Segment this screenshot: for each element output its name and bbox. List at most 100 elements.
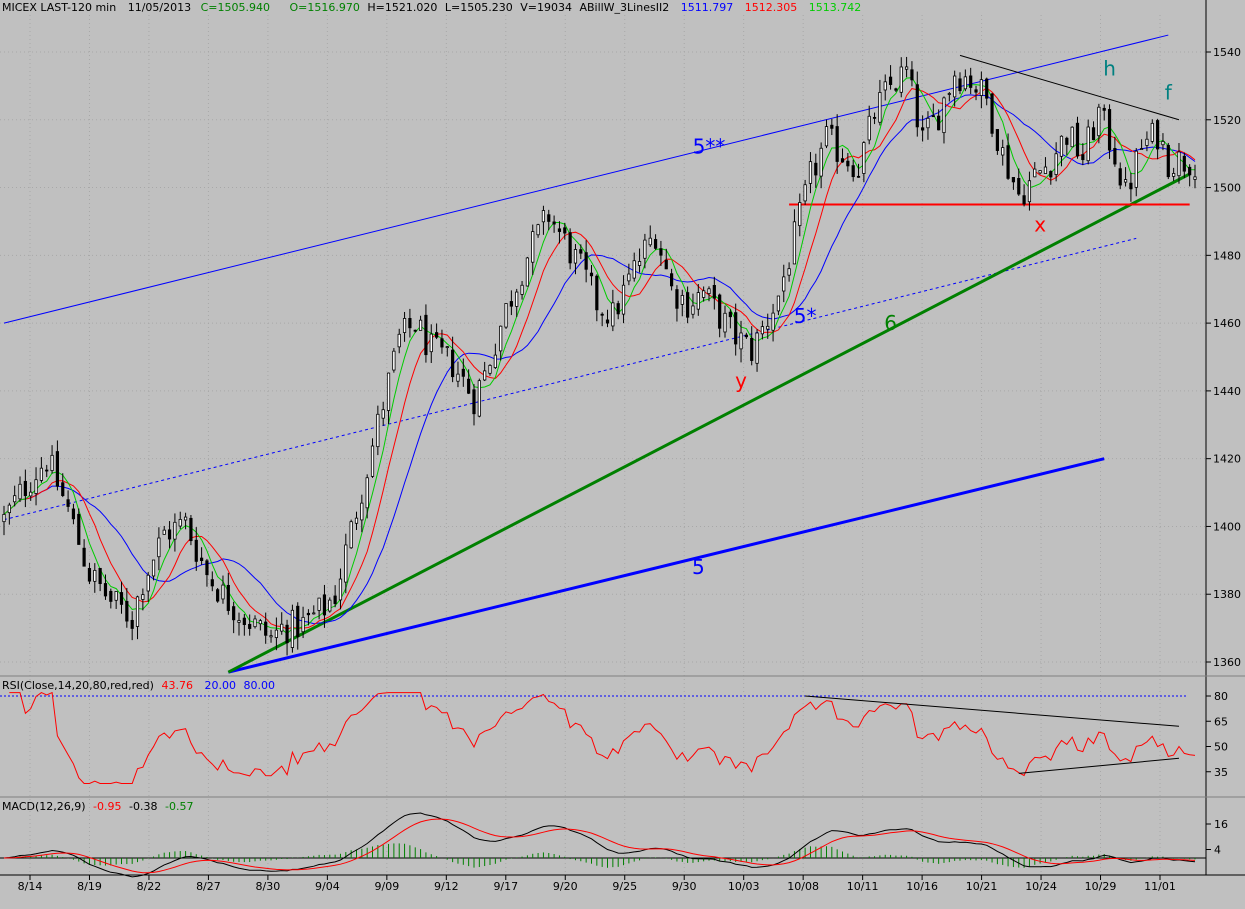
candle-body — [680, 295, 684, 305]
candle-body — [1193, 176, 1197, 180]
trendline-5** — [3, 34, 1169, 324]
candle-body — [1097, 106, 1101, 137]
candle-body — [835, 126, 839, 162]
macd-signal-line — [3, 818, 1196, 874]
candle-body — [232, 606, 236, 621]
candle-body — [194, 539, 198, 562]
candle-body — [750, 337, 754, 361]
time-tick-label: 10/08 — [787, 880, 819, 893]
candle-body — [734, 312, 738, 345]
rsi-line — [9, 691, 1196, 784]
candle-body — [1161, 141, 1165, 146]
candle-body — [899, 66, 903, 93]
indicator-lines — [3, 77, 1196, 635]
candle-body — [221, 584, 225, 600]
candle-body — [237, 620, 241, 623]
time-tick-label: 10/11 — [847, 880, 879, 893]
candle-body — [1059, 135, 1064, 157]
candle-body — [819, 147, 823, 177]
candle-body — [595, 275, 599, 311]
candle-body — [1118, 168, 1122, 186]
candle-body — [477, 380, 481, 417]
time-tick-label: 8/30 — [256, 880, 281, 893]
candle-body — [269, 635, 273, 638]
candle-body — [167, 529, 172, 540]
candle-body — [29, 491, 33, 497]
indicator-line — [3, 87, 1196, 630]
candle-body — [2, 514, 6, 523]
time-tick-label: 10/03 — [728, 880, 760, 893]
candle-body — [621, 284, 626, 315]
candle-body — [824, 126, 829, 147]
candle-body — [910, 69, 914, 81]
candle-body — [974, 89, 978, 93]
close-value: C=1505.940 — [200, 1, 270, 14]
symbol-label: MICEX LAST-120 min — [2, 1, 117, 14]
candle-body — [979, 79, 983, 96]
time-tick-label: 8/19 — [77, 880, 102, 893]
candle-body — [862, 142, 866, 174]
wave-label: f — [1165, 80, 1173, 104]
trendline-6 — [227, 172, 1191, 674]
rsi-trendline — [805, 695, 1180, 727]
price-tick-label: 1360 — [1213, 656, 1241, 669]
candle-body — [1049, 171, 1053, 178]
candle-body — [1081, 154, 1085, 161]
candle-body — [365, 477, 369, 509]
candle-body — [867, 115, 871, 141]
candle-body — [290, 609, 295, 648]
candle-body — [637, 261, 642, 266]
wave-label: 5 — [692, 555, 705, 579]
candle-body — [605, 319, 610, 324]
price-tick-label: 1480 — [1213, 249, 1241, 262]
candle-body — [958, 78, 962, 92]
candle-body — [632, 260, 636, 279]
candle-body — [424, 314, 428, 356]
candle-body — [360, 502, 364, 521]
indicator-line — [3, 94, 1196, 625]
candle-body — [718, 294, 722, 329]
candle-body — [782, 276, 786, 292]
candle-body — [119, 592, 124, 605]
candle-body — [872, 117, 877, 119]
candle-body — [285, 624, 289, 644]
candle-body — [990, 93, 994, 134]
open-value: O=1516.970 — [289, 1, 360, 14]
candle-body — [183, 516, 188, 521]
candle-body — [616, 303, 620, 315]
candle-body — [787, 268, 791, 276]
candle-body — [338, 578, 343, 601]
candle-body — [103, 583, 108, 597]
candle-body — [771, 312, 775, 331]
candle-body — [888, 76, 893, 85]
candle-body — [1017, 178, 1021, 195]
price-candles — [2, 56, 1197, 656]
candle-body — [1075, 122, 1080, 157]
rsi-tick-label: 80 — [1214, 690, 1228, 703]
price-tick-label: 1500 — [1213, 182, 1241, 195]
macd-signal: -0.38 — [129, 800, 158, 813]
candle-body — [803, 184, 807, 202]
candle-body — [766, 325, 770, 330]
candle-body — [7, 504, 11, 514]
candle-body — [963, 76, 967, 90]
candle-body — [130, 619, 134, 629]
candle-body — [755, 332, 759, 364]
candle-body — [808, 161, 813, 184]
candle-body — [151, 559, 156, 577]
indicator-value-red: 1512.305 — [744, 1, 798, 14]
price-tick-label: 1540 — [1213, 46, 1241, 59]
low-value: L=1505.230 — [444, 1, 513, 14]
candle-body — [162, 529, 166, 535]
candle-body — [1150, 122, 1154, 142]
candle-body — [1102, 107, 1106, 111]
candle-body — [50, 454, 54, 471]
candle-body — [66, 499, 70, 507]
candle-body — [670, 273, 674, 287]
time-tick-label: 9/17 — [493, 880, 518, 893]
time-tick-label: 8/27 — [196, 880, 221, 893]
candle-body — [686, 292, 690, 318]
time-tick-label: 9/20 — [553, 880, 578, 893]
time-tick-label: 10/16 — [906, 880, 938, 893]
